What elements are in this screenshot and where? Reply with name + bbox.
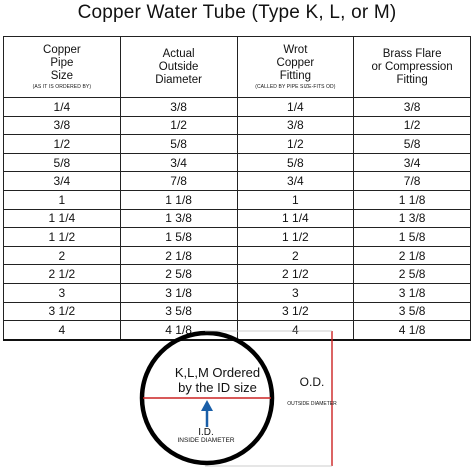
cell-brass-flare-fitting: 4 1/8 <box>353 320 471 341</box>
cell-actual-outside-diameter: 2 1/8 <box>119 245 238 266</box>
cell-actual-outside-diameter: 3/8 <box>119 97 238 117</box>
header-label: Copper Pipe Size <box>43 44 81 82</box>
tube-diagram-svg <box>139 330 333 467</box>
header-copper-pipe-size: Copper Pipe Size (AS IT IS ORDERED BY) <box>3 36 121 98</box>
cell-brass-flare-fitting: 1 3/8 <box>353 208 471 229</box>
ordered-by-id-label: K,L,M Ordered by the ID size <box>174 365 261 395</box>
cell-copper-pipe-size: 1 <box>3 189 121 210</box>
header-label: Actual Outside Diameter <box>155 47 202 86</box>
cell-brass-flare-fitting: 7/8 <box>353 171 471 191</box>
cell-wrot-copper-fitting: 1 <box>236 189 355 210</box>
table-row: 1 1/4 1 3/8 1 1/4 1 3/8 <box>3 208 471 229</box>
header-actual-outside-diameter: Actual Outside Diameter <box>119 36 238 98</box>
cell-actual-outside-diameter: 7/8 <box>119 171 238 191</box>
cell-wrot-copper-fitting: 1 1/2 <box>236 227 355 247</box>
cell-wrot-copper-fitting: 1/2 <box>236 134 355 154</box>
cell-actual-outside-diameter: 1 5/8 <box>119 227 238 247</box>
cell-actual-outside-diameter: 3 1/8 <box>119 282 238 303</box>
table-row: 1/2 5/8 1/2 5/8 <box>3 134 471 154</box>
table-row: 3/4 7/8 3/4 7/8 <box>3 171 471 191</box>
cell-copper-pipe-size: 3 1/2 <box>3 301 121 322</box>
header-sublabel: (AS IT IS ORDERED BY) <box>32 84 92 90</box>
cell-brass-flare-fitting: 1 1/8 <box>353 189 471 210</box>
cell-wrot-copper-fitting: 3/4 <box>236 171 355 191</box>
cell-actual-outside-diameter: 3/4 <box>119 152 238 173</box>
table-row: 2 1/2 2 5/8 2 1/2 2 5/8 <box>3 264 471 284</box>
od-label: O.D. <box>299 375 325 389</box>
cell-copper-pipe-size: 3/8 <box>3 115 121 136</box>
header-row: Copper Pipe Size (AS IT IS ORDERED BY) A… <box>3 36 471 98</box>
cell-wrot-copper-fitting: 5/8 <box>236 152 355 173</box>
cell-wrot-copper-fitting: 3 1/2 <box>236 301 355 322</box>
cell-wrot-copper-fitting: 1 1/4 <box>236 208 355 229</box>
table-row: 5/8 3/4 5/8 3/4 <box>3 152 471 173</box>
table-row: 1 1/2 1 5/8 1 1/2 1 5/8 <box>3 227 471 247</box>
cell-actual-outside-diameter: 1 1/8 <box>119 189 238 210</box>
cell-actual-outside-diameter: 1 3/8 <box>119 208 238 229</box>
cell-brass-flare-fitting: 2 5/8 <box>353 264 471 284</box>
arrow-head-icon <box>201 400 213 411</box>
cell-brass-flare-fitting: 1/2 <box>353 115 471 136</box>
cell-copper-pipe-size: 3/4 <box>3 171 121 191</box>
tube-diagram: K,L,M Ordered by the ID size I.D. INSIDE… <box>0 320 474 471</box>
page-title: Copper Water Tube (Type K, L, or M) <box>77 2 397 23</box>
cell-copper-pipe-size: 1 1/4 <box>3 208 121 229</box>
id-sublabel: INSIDE DIAMETER <box>177 437 235 444</box>
cell-wrot-copper-fitting: 1/4 <box>236 97 355 117</box>
cell-wrot-copper-fitting: 3/8 <box>236 115 355 136</box>
table-row: 1/4 3/8 1/4 3/8 <box>3 97 471 117</box>
cell-actual-outside-diameter: 2 5/8 <box>119 264 238 284</box>
id-label: I.D. <box>198 427 214 438</box>
cell-copper-pipe-size: 1 1/2 <box>3 227 121 247</box>
cell-copper-pipe-size: 4 <box>3 320 121 341</box>
table-row: 3 1/2 3 5/8 3 1/2 3 5/8 <box>3 301 471 322</box>
cell-brass-flare-fitting: 3 1/8 <box>353 282 471 303</box>
cell-brass-flare-fitting: 3/4 <box>353 152 471 173</box>
cell-wrot-copper-fitting: 2 <box>236 245 355 266</box>
cell-brass-flare-fitting: 3 5/8 <box>353 301 471 322</box>
cell-brass-flare-fitting: 1 5/8 <box>353 227 471 247</box>
cell-actual-outside-diameter: 1/2 <box>119 115 238 136</box>
cell-brass-flare-fitting: 5/8 <box>353 134 471 154</box>
table-row: 3/8 1/2 3/8 1/2 <box>3 115 471 136</box>
table-body: 1/4 3/8 1/4 3/8 3/8 1/2 3/8 1/2 1/2 5/8 1/2 5/8 5/8 3… <box>3 97 471 341</box>
cell-actual-outside-diameter: 3 5/8 <box>119 301 238 322</box>
cell-copper-pipe-size: 2 <box>3 245 121 266</box>
size-table: Copper Pipe Size (AS IT IS ORDERED BY) A… <box>3 36 471 341</box>
cell-brass-flare-fitting: 2 1/8 <box>353 245 471 266</box>
cell-copper-pipe-size: 3 <box>3 282 121 303</box>
cell-wrot-copper-fitting: 3 <box>236 282 355 303</box>
header-label: Wrot Copper Fitting <box>276 44 315 82</box>
cell-brass-flare-fitting: 3/8 <box>353 97 471 117</box>
header-wrot-copper-fitting: Wrot Copper Fitting (CALLED BY PIPE SIZE… <box>236 36 355 98</box>
header-brass-flare-fitting: Brass Flare or Compression Fitting <box>353 36 471 98</box>
header-label: Brass Flare or Compression Fitting <box>371 47 453 86</box>
header-sublabel: (CALLED BY PIPE SIZE-FITS OD) <box>255 84 336 90</box>
od-sublabel: OUTSIDE DIAMETER <box>287 401 337 407</box>
cell-actual-outside-diameter: 5/8 <box>119 134 238 154</box>
cell-wrot-copper-fitting: 2 1/2 <box>236 264 355 284</box>
cell-copper-pipe-size: 2 1/2 <box>3 264 121 284</box>
cell-copper-pipe-size: 1/2 <box>3 134 121 154</box>
cell-copper-pipe-size: 5/8 <box>3 152 121 173</box>
cell-copper-pipe-size: 1/4 <box>3 97 121 117</box>
tube-cross-section-circle <box>139 330 275 466</box>
